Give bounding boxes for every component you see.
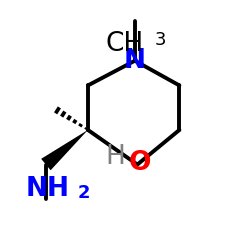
Text: 3: 3 (155, 31, 166, 49)
Text: O: O (128, 150, 151, 176)
Polygon shape (41, 130, 88, 170)
Text: 2: 2 (78, 184, 90, 202)
Text: H: H (105, 144, 125, 170)
Text: N: N (124, 48, 146, 74)
Text: CH: CH (106, 31, 144, 57)
Text: NH: NH (26, 176, 70, 202)
